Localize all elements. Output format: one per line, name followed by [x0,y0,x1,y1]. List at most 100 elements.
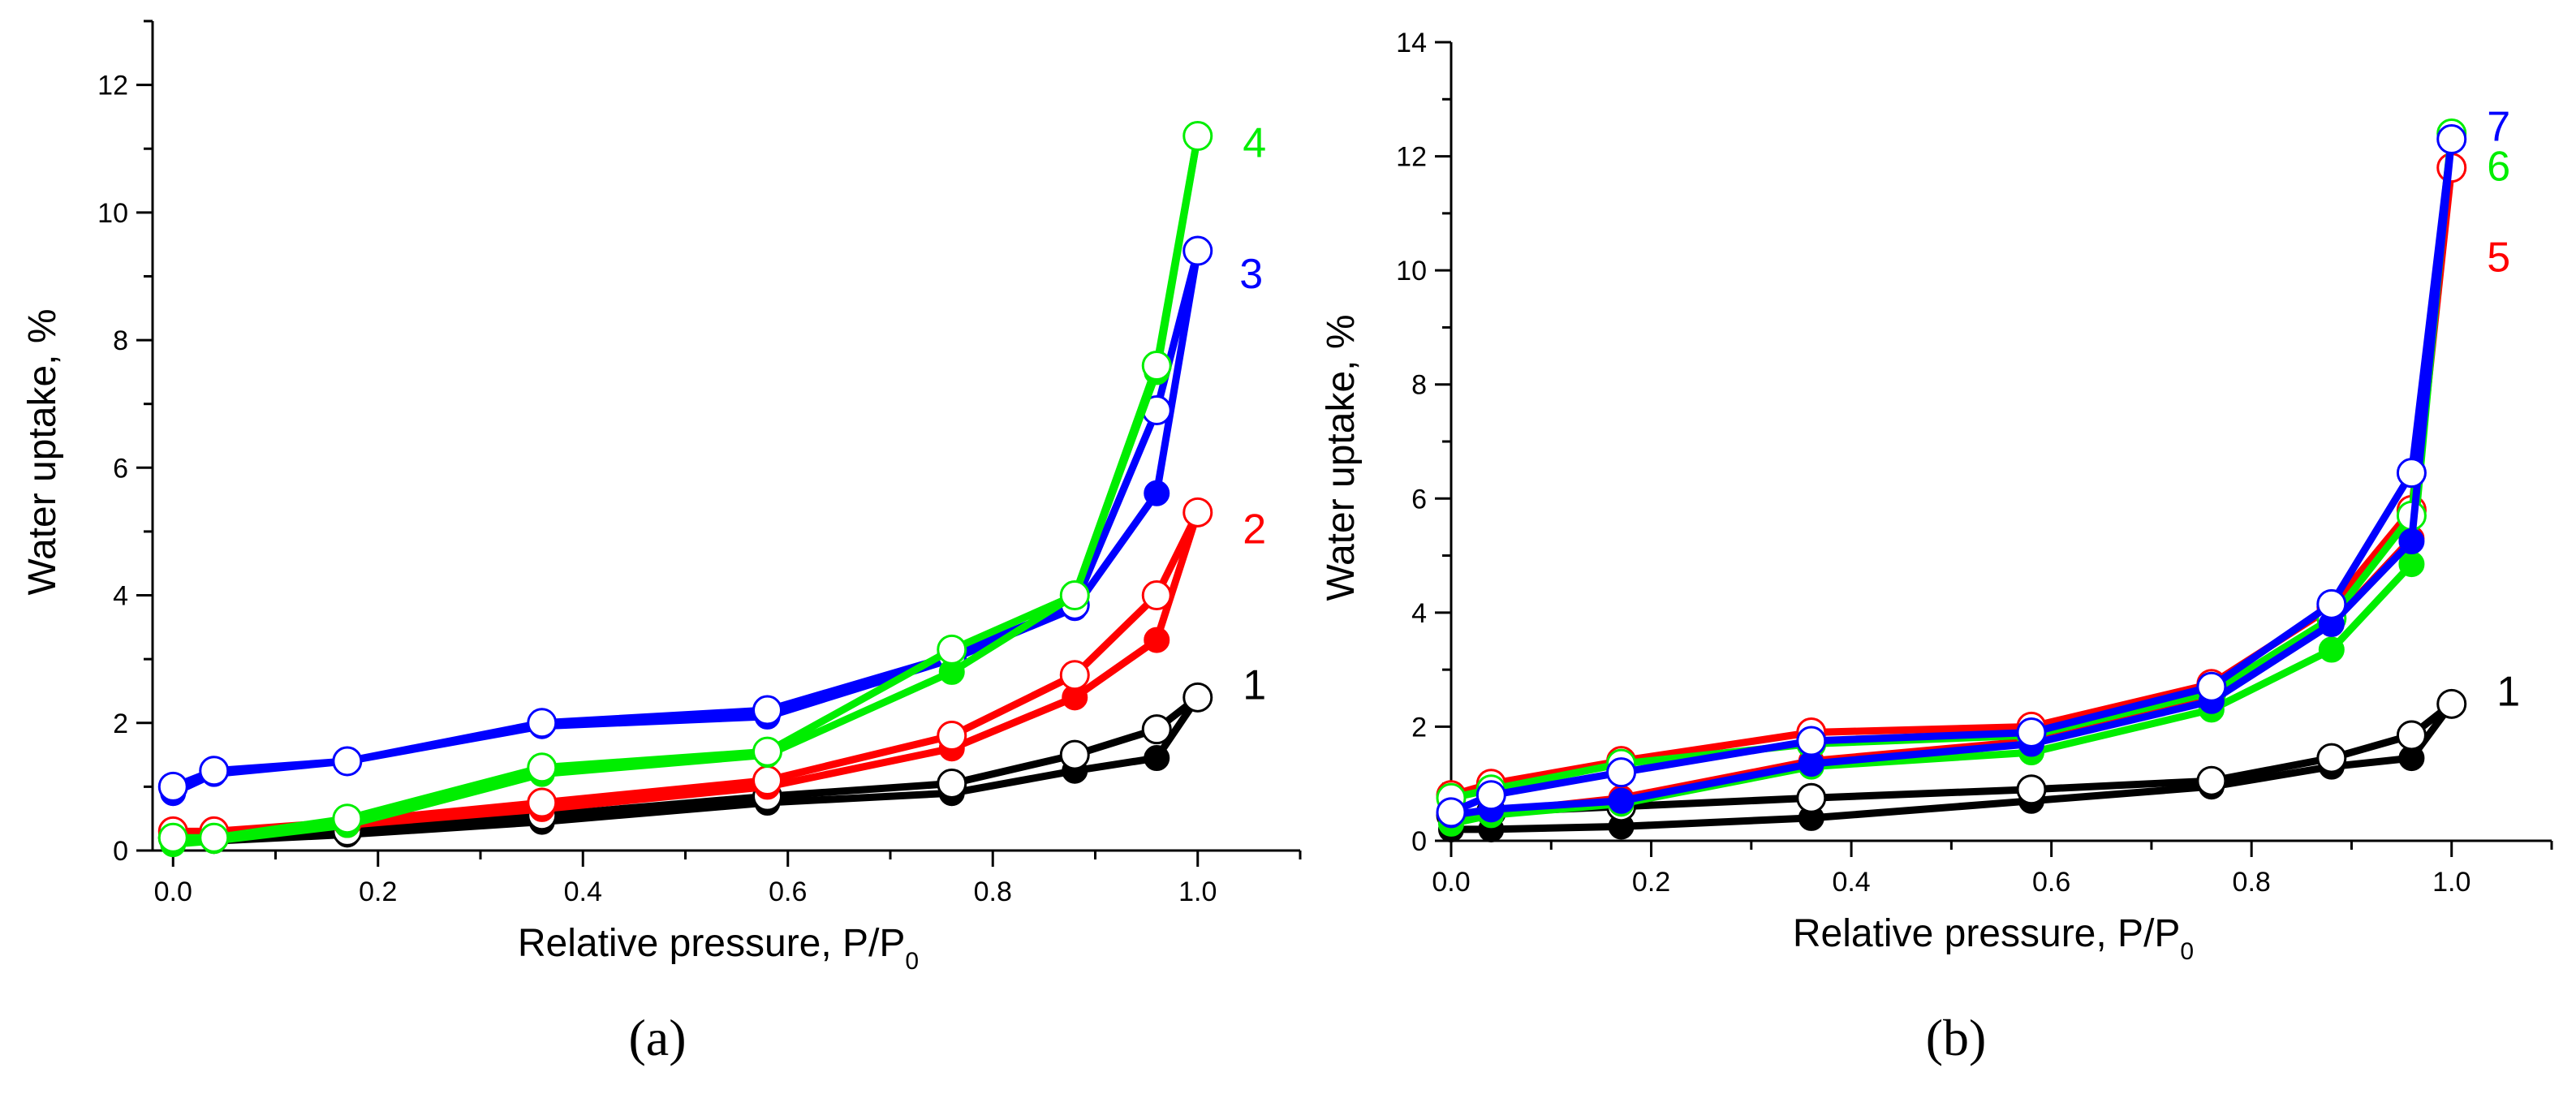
desorption-point [1606,757,1637,788]
desorption-point [937,634,967,665]
y-tick-label: 12 [97,71,128,101]
adsorption-line [1447,164,2456,822]
desorption-point [1059,660,1090,691]
desorption-point [1141,351,1172,381]
desorption-line [169,508,1202,835]
y-tick-label: 8 [1411,370,1427,401]
desorption-point [332,746,363,777]
x-tick-label: 0.4 [564,876,602,907]
x-tick-label: 0.2 [359,876,397,907]
x-tick-label: 1.0 [1178,876,1217,907]
desorption-point [199,756,230,786]
y-tick-label: 4 [113,581,128,612]
x-tick-label: 0.6 [769,876,807,907]
series-4: 4 [157,120,1266,858]
desorption-point [2316,743,2347,773]
desorption-point [2396,458,2427,489]
desorption-point [527,708,558,739]
y-tick-label: 10 [97,198,128,229]
y-tick-label: 6 [1411,484,1427,515]
series-label-4: 4 [1243,120,1266,167]
adsorption-point [2398,551,2425,578]
series-label-6: 6 [2487,143,2510,190]
desorption-line [1447,130,2456,802]
desorption-point [2016,717,2047,747]
adsorption-line [1447,130,2456,828]
desorption-point [2196,671,2227,702]
desorption-line [169,132,1202,842]
desorption-point [1436,797,1467,828]
y-tick-label: 0 [113,836,128,867]
x-axis-title: Relative pressure, P/P0 [1793,912,2194,965]
y-tick-label: 10 [1396,256,1427,286]
desorption-point [1796,782,1827,813]
desorption-point [937,720,967,751]
desorption-point [937,768,967,799]
desorption-point [1796,726,1827,756]
panel-label-b: (b) [1926,1009,1987,1066]
desorption-point [1059,739,1090,770]
y-axis-title: Water uptake, % [21,308,64,595]
desorption-point [157,771,188,802]
series-5: 5 [1436,153,2510,831]
desorption-point [527,752,558,783]
adsorption-point [2318,636,2345,663]
desorption-point [752,765,782,796]
desorption-point [1182,497,1213,528]
adsorption-point [1144,627,1170,653]
desorption-line [1447,164,2456,799]
x-tick-label: 1.0 [2432,867,2470,898]
series-3: 3 [157,235,1263,807]
adsorption-point [1144,480,1170,506]
y-tick-label: 2 [113,709,128,739]
y-tick-label: 14 [1396,28,1427,58]
series-label-7: 7 [2487,103,2510,150]
y-tick-label: 12 [1396,142,1427,173]
desorption-point [2316,588,2347,619]
series-label-1: 1 [1243,661,1266,709]
desorption-point [2436,688,2467,719]
adsorption-point [1608,787,1635,814]
desorption-point [1475,780,1506,811]
y-tick-label: 6 [113,453,128,484]
y-tick-label: 2 [1411,712,1427,743]
y-tick-label: 4 [1411,598,1427,629]
desorption-line [1447,136,2456,816]
desorption-point [2016,774,2047,805]
series-label-2: 2 [1243,506,1266,553]
adsorption-line [1447,136,2456,819]
desorption-point [332,803,363,834]
desorption-point [1182,682,1213,713]
series-label-3: 3 [1239,251,1263,298]
x-tick-label: 0.2 [1632,867,1670,898]
series-label-5: 5 [2487,235,2510,282]
x-tick-label: 0.6 [2032,867,2070,898]
y-axis-title: Water uptake, % [1320,314,1363,601]
desorption-point [2436,123,2467,154]
x-axis-title: Relative pressure, P/P0 [518,922,919,975]
adsorption-line [169,132,1202,848]
adsorption-point [1144,745,1170,772]
desorption-point [199,822,230,853]
adsorption-point [2398,528,2425,554]
x-tick-label: 0.0 [1432,867,1470,898]
desorption-point [1141,714,1172,745]
panel-label-a: (a) [628,1009,686,1066]
desorption-point [157,822,188,853]
desorption-point [2396,720,2427,751]
desorption-point [1059,580,1090,611]
desorption-point [2196,765,2227,796]
x-tick-label: 0.4 [1832,867,1870,898]
y-tick-label: 0 [1411,826,1427,857]
desorption-point [1182,121,1213,152]
x-axis-title-subscript: 0 [2180,938,2194,965]
x-tick-label: 0.8 [974,876,1012,907]
desorption-point [1141,580,1172,611]
x-tick-label: 0.8 [2233,867,2271,898]
x-tick-label: 0.0 [154,876,192,907]
series-7: 7 [1436,103,2510,829]
series-label-1: 1 [2496,668,2520,715]
